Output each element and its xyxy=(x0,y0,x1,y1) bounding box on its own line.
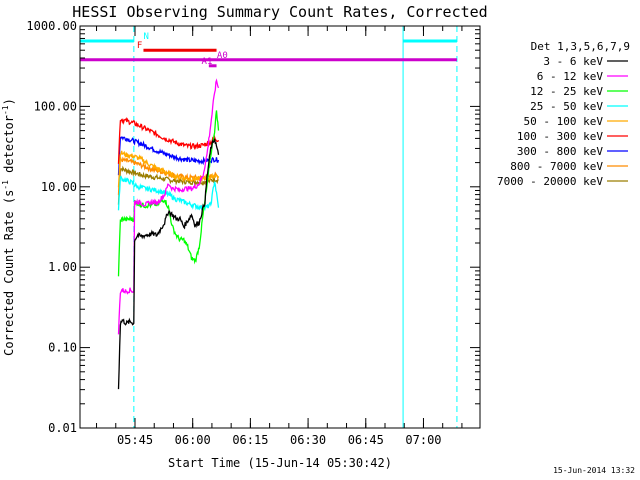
series-line-300-800-kev xyxy=(117,136,220,176)
legend-title: Det 1,3,5,6,7,9 xyxy=(531,40,630,53)
legend-label: 7000 - 20000 keV xyxy=(497,175,603,188)
y-tick-label: 1000.00 xyxy=(26,19,77,33)
series-lines xyxy=(117,78,220,390)
plot-area: NF A0 A1 xyxy=(79,25,481,429)
x-axis-label: Start Time (15-Jun-14 05:30:42) xyxy=(168,456,392,470)
series-line-12-25-kev xyxy=(117,110,220,277)
plot-frame xyxy=(79,25,481,429)
y-axis-label-mid: detector xyxy=(2,115,16,180)
x-tick-label: 06:30 xyxy=(290,433,326,447)
legend-label: 800 - 7000 keV xyxy=(510,160,603,173)
legend-label: 50 - 100 keV xyxy=(524,115,604,128)
series-line-3-6-kev xyxy=(117,138,220,390)
series-line-50-100-kev xyxy=(117,150,220,188)
legend-label: 300 - 800 keV xyxy=(517,145,603,158)
timestamp: 15-Jun-2014 13:32 xyxy=(553,466,635,475)
series-line-6-12-kev xyxy=(117,78,220,335)
x-tick-label: 06:15 xyxy=(232,433,268,447)
series-line-25-50-kev xyxy=(117,175,220,212)
flag-label-a1: A1 xyxy=(202,57,213,67)
y-axis-label-sup-2: -1 xyxy=(1,105,10,115)
x-tick-label: 06:45 xyxy=(348,433,384,447)
y-axis-label-main: Corrected Count Rate (s xyxy=(2,190,16,356)
y-tick-label: 100.00 xyxy=(34,99,77,113)
vertical-markers xyxy=(133,26,458,428)
y-tick-label: 0.01 xyxy=(48,421,77,435)
series-line-100-300-kev xyxy=(117,116,220,164)
y-axis-label: Corrected Count Rate (s-1 detector-1) xyxy=(1,98,16,356)
y-axis: 0.01 0.10 1.00 10.00 100.00 1000.00 xyxy=(26,19,480,435)
legend-label: 25 - 50 keV xyxy=(530,100,603,113)
chart-title: HESSI Observing Summary Count Rates, Cor… xyxy=(72,3,487,21)
y-axis-label-sup-1: -1 xyxy=(1,180,10,190)
observing-flags: NF A0 A1 xyxy=(80,32,457,68)
y-tick-label: 1.00 xyxy=(48,260,77,274)
legend-label: 100 - 300 keV xyxy=(517,130,603,143)
flag-label-f: F xyxy=(137,41,142,51)
y-tick-label: 0.10 xyxy=(48,341,77,355)
flag-label-a0: A0 xyxy=(217,51,228,61)
flag-label-n: N xyxy=(143,32,148,42)
y-tick-label: 10.00 xyxy=(41,180,77,194)
legend: Det 1,3,5,6,7,9 3 - 6 keV 6 - 12 keV 12 - … xyxy=(497,40,630,188)
series-line-7000-20000-kev xyxy=(117,165,219,205)
x-tick-label: 07:00 xyxy=(405,433,441,447)
legend-label: 6 - 12 keV xyxy=(537,70,604,83)
y-axis-label-end: ) xyxy=(2,98,16,105)
x-tick-label: 06:00 xyxy=(175,433,211,447)
x-axis: 05:45 06:00 06:15 06:30 06:45 07:00 xyxy=(96,26,463,447)
legend-label: 3 - 6 keV xyxy=(543,55,603,68)
x-tick-label: 05:45 xyxy=(117,433,153,447)
legend-label: 12 - 25 keV xyxy=(530,85,603,98)
